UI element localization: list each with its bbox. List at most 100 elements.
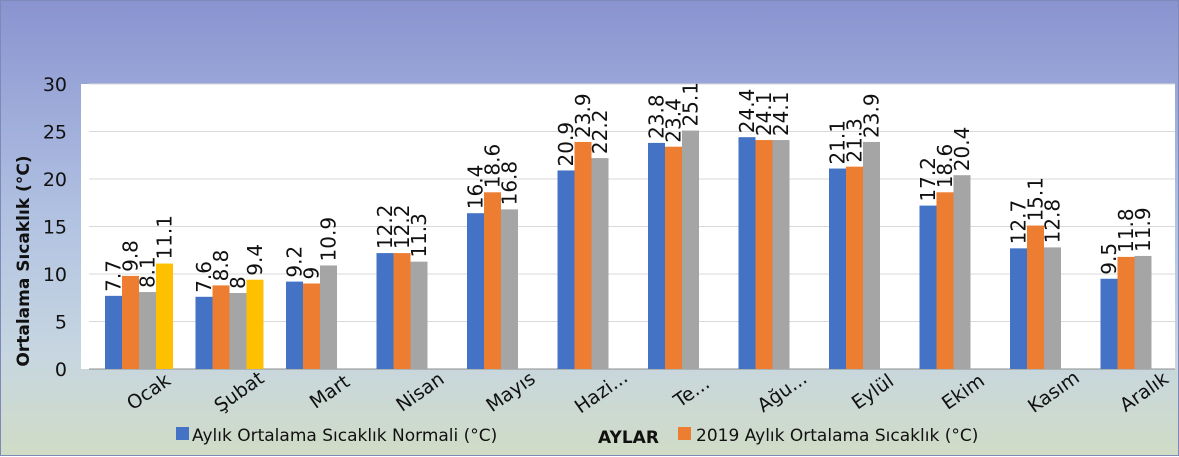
y-tick-label: 30: [43, 74, 67, 96]
bar: [195, 296, 213, 369]
data-label: 23.8: [645, 94, 669, 139]
bar: [410, 261, 428, 369]
x-tick-label: Te...: [669, 372, 714, 412]
bar: [303, 283, 320, 369]
y-tick-label: 0: [55, 359, 67, 381]
data-label: 8.1: [136, 256, 160, 288]
data-label: 22.2: [588, 110, 612, 155]
y-tick-label: 15: [43, 217, 67, 239]
bar: [648, 142, 665, 369]
legend-swatch-0: [176, 427, 189, 440]
data-label: 11.1: [153, 215, 177, 260]
y-axis-title: Ortalama Sıcaklık (°C): [14, 155, 34, 366]
bar: [246, 279, 264, 369]
x-axis-title: AYLAR: [598, 428, 659, 448]
bar: [953, 175, 971, 369]
data-label: 11.8: [1114, 208, 1138, 253]
bar: [393, 253, 411, 369]
data-label: 12.2: [373, 205, 397, 250]
data-label: 8.8: [209, 250, 233, 282]
data-label: 12.8: [1041, 199, 1065, 244]
x-tick-label: Ekim: [938, 370, 989, 415]
bar: [755, 140, 773, 369]
data-label: 12.7: [1007, 200, 1031, 245]
x-tick-label: Kasım: [1024, 367, 1084, 418]
bar: [829, 168, 846, 369]
data-label: 15.1: [1024, 177, 1048, 222]
y-tick-label: 20: [43, 169, 67, 191]
bar: [1100, 278, 1118, 369]
data-label: 21.1: [826, 120, 850, 165]
data-label: 16.4: [464, 165, 488, 210]
bar: [122, 275, 139, 369]
x-tick-label: Ağu...: [753, 367, 811, 417]
data-label: 17.2: [916, 157, 940, 202]
bar: [863, 141, 880, 369]
data-label: 24.1: [752, 92, 776, 137]
x-tick-label: Mart: [306, 371, 354, 414]
x-tick-label: Ocak: [123, 369, 175, 415]
data-label: 16.8: [498, 161, 522, 206]
data-label: 10.9: [317, 217, 341, 262]
data-label: 8: [226, 276, 250, 289]
bar: [1134, 255, 1152, 369]
bars-layer: [105, 130, 1152, 369]
data-label: 23.4: [662, 98, 686, 143]
x-tick-label: Aralık: [1116, 368, 1173, 417]
data-label: 23.9: [860, 93, 884, 138]
data-label: 11.9: [1131, 207, 1155, 252]
data-label: 7.7: [102, 260, 126, 292]
legend-label-0: Aylık Ortalama Sıcaklık Normali (°C): [192, 426, 497, 446]
data-label: 20.4: [950, 127, 974, 172]
y-tick-label: 5: [55, 312, 67, 334]
x-tick-label: Nisan: [392, 368, 448, 416]
bar: [1010, 248, 1027, 369]
data-label: 7.6: [192, 261, 216, 293]
bar: [1027, 225, 1044, 369]
data-label: 11.3: [407, 213, 431, 258]
bar: [772, 140, 790, 369]
bar: [557, 170, 575, 369]
y-tick-label: 10: [43, 264, 67, 286]
y-tick-label: 25: [43, 122, 67, 144]
bar: [846, 166, 863, 369]
bar: [156, 263, 173, 369]
bar: [936, 192, 954, 369]
data-label: 21.3: [843, 118, 867, 163]
bar: [501, 209, 518, 369]
data-label: 9: [300, 267, 324, 280]
bar: [1117, 256, 1135, 369]
data-label: 24.1: [769, 92, 793, 137]
data-label: 18.6: [933, 144, 957, 189]
bar: [286, 281, 303, 369]
data-label: 9.8: [119, 240, 143, 272]
legend-label-1: 2019 Aylık Ortalama Sıcaklık (°C): [696, 426, 978, 446]
x-tick-label: Mayıs: [482, 367, 539, 416]
bar: [665, 146, 682, 369]
bar: [376, 253, 394, 369]
legend: Aylık Ortalama Sıcaklık Normali (°C) AYL…: [176, 426, 978, 448]
data-label: 18.6: [481, 144, 505, 189]
bar: [467, 213, 484, 369]
data-label: 23.9: [571, 93, 595, 138]
bar: [919, 205, 937, 369]
x-tick-label: Eylül: [848, 370, 898, 414]
bar: [738, 137, 756, 369]
bar: [212, 285, 230, 369]
legend-swatch-1: [678, 427, 691, 440]
bar: [1044, 247, 1061, 369]
data-label: 9.2: [283, 246, 307, 278]
bar: [591, 158, 609, 369]
bar: [682, 130, 699, 369]
data-label: 9.5: [1097, 243, 1121, 275]
data-label: 25.1: [679, 82, 703, 127]
bar: [484, 192, 501, 369]
x-tick-label: Hazi...: [571, 366, 632, 418]
bar: [574, 141, 592, 369]
data-label: 9.4: [243, 244, 267, 276]
data-label: 12.2: [390, 205, 414, 250]
x-tick-label: Şubat: [210, 367, 268, 417]
bar: [105, 295, 122, 369]
